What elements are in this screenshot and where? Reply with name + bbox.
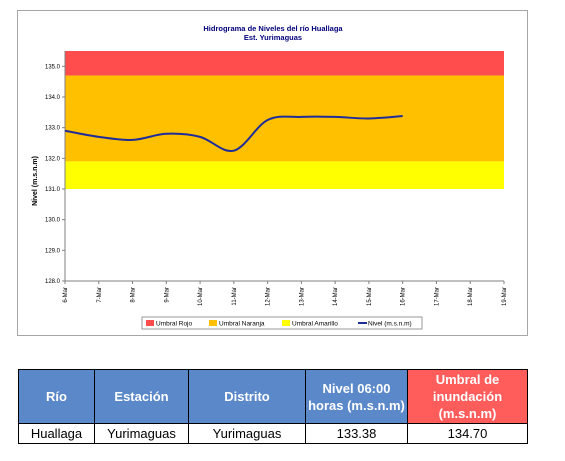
plot-area: 128.0 129.0 130.0 131.0 132.0 133.0 134.0 135.0… bbox=[45, 51, 508, 306]
y-tick-label-3: 131.0 bbox=[45, 187, 61, 193]
x-tick-label-13: 19-Mar bbox=[502, 287, 508, 306]
y-tick-label-4: 132.0 bbox=[45, 156, 61, 162]
header-rio: Río bbox=[18, 369, 95, 424]
table-row: Huallaga Yurimaguas Yurimaguas 133.38 13… bbox=[18, 423, 528, 444]
legend-label-2: Umbral Amarillo bbox=[292, 321, 338, 328]
series-line-nivel bbox=[64, 115, 403, 152]
legend-swatch-2 bbox=[282, 320, 290, 326]
cell-umbral: 134.70 bbox=[407, 423, 528, 444]
x-tick-label-11: 17-Mar bbox=[434, 287, 440, 306]
legend: Umbral Rojo Umbral Naranja Umbral Amarillo… bbox=[141, 316, 423, 330]
table-header-row: Río Estación Distrito Nivel 06:00 horas … bbox=[18, 369, 528, 424]
legend-swatch-0 bbox=[146, 320, 154, 326]
x-tick-label-8: 14-Mar bbox=[333, 287, 339, 306]
x-tick-label-3: 9-Mar bbox=[164, 287, 170, 303]
legend-swatch-1 bbox=[209, 320, 217, 326]
header-umbral-inundacion: Umbral de inundación (m.s.n.m) bbox=[407, 369, 528, 424]
x-tick-label-4: 10-Mar bbox=[198, 287, 204, 306]
threshold-band-1 bbox=[65, 75, 504, 162]
legend-label-1: Umbral Naranja bbox=[219, 321, 265, 328]
y-tick-label-5: 133.0 bbox=[45, 126, 61, 132]
cell-rio: Huallaga bbox=[18, 423, 95, 444]
header-nivel: Nivel 06:00 horas (m.s.n.m) bbox=[305, 369, 408, 424]
station-info-table: Río Estación Distrito Nivel 06:00 horas … bbox=[18, 369, 528, 444]
cell-distrito: Yurimaguas bbox=[188, 423, 306, 444]
cell-estacion: Yurimaguas bbox=[94, 423, 189, 444]
header-distrito: Distrito bbox=[188, 369, 306, 424]
x-tick-label-5: 11-Mar bbox=[232, 287, 238, 306]
y-tick-label-6: 134.0 bbox=[45, 95, 61, 101]
y-tick-label-7: 135.0 bbox=[45, 64, 61, 70]
x-tick-label-12: 18-Mar bbox=[468, 287, 474, 306]
x-tick-label-10: 16-Mar bbox=[401, 287, 407, 306]
threshold-band-0 bbox=[65, 51, 504, 76]
threshold-band-2 bbox=[65, 161, 504, 189]
x-tick-label-7: 13-Mar bbox=[299, 287, 305, 306]
chart-title: Hidrograma de Niveles del río Huallaga bbox=[203, 24, 343, 33]
hydrograph-chart: Hidrograma de Niveles del río Huallaga E… bbox=[17, 10, 528, 336]
header-estacion: Estación bbox=[94, 369, 189, 424]
y-tick-label-1: 129.0 bbox=[45, 248, 61, 254]
y-tick-label-2: 130.0 bbox=[45, 218, 61, 224]
x-tick-label-9: 15-Mar bbox=[367, 287, 373, 306]
cell-nivel: 133.38 bbox=[305, 423, 408, 444]
x-tick-label-6: 12-Mar bbox=[266, 287, 272, 306]
legend-label-0: Umbral Rojo bbox=[156, 321, 193, 328]
legend-label-3: Nivel (m.s.n.m) bbox=[368, 321, 412, 328]
x-tick-label-1: 7-Mar bbox=[97, 287, 103, 303]
x-tick-label-0: 6-Mar bbox=[63, 287, 69, 303]
y-axis-label: Nivel (m.s.n.m) bbox=[32, 156, 39, 206]
y-tick-label-0: 128.0 bbox=[45, 279, 61, 285]
x-tick-label-2: 8-Mar bbox=[131, 287, 137, 303]
chart-subtitle: Est. Yurimaguas bbox=[244, 33, 302, 42]
hydrograph-svg: Hidrograma de Niveles del río Huallaga E… bbox=[32, 24, 508, 330]
